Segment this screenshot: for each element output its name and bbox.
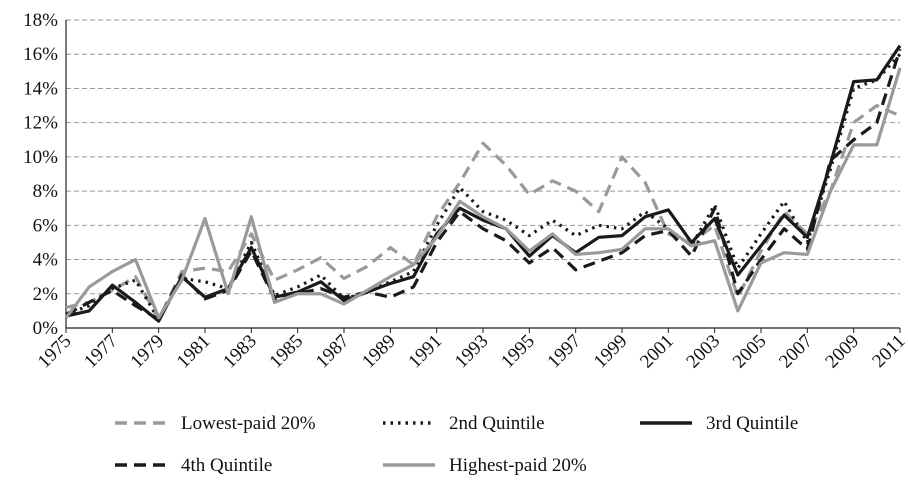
y-tick-label: 8% <box>33 181 59 202</box>
y-tick-label: 16% <box>23 44 58 65</box>
x-tick-label: 2009 <box>821 331 863 373</box>
legend-label: 4th Quintile <box>181 455 272 476</box>
x-tick-label: 1995 <box>497 331 539 373</box>
y-tick-label: 14% <box>23 78 58 99</box>
x-tick-label: 1989 <box>358 331 400 373</box>
x-tick-label: 2003 <box>682 331 724 373</box>
y-tick-label: 2% <box>33 284 59 305</box>
y-tick-label: 4% <box>33 250 59 271</box>
y-tick-label: 0% <box>33 318 59 339</box>
legend-label: Lowest-paid 20% <box>181 413 316 434</box>
series-line <box>64 67 902 320</box>
x-tick-label: 1983 <box>219 331 261 373</box>
x-tick-label: 2011 <box>868 331 908 372</box>
legend-label: Highest-paid 20% <box>449 455 587 476</box>
y-tick-label: 18% <box>23 10 58 31</box>
legend-label: 3rd Quintile <box>706 413 798 434</box>
y-tick-label: 6% <box>33 215 59 236</box>
x-tick-label: 2005 <box>729 331 771 373</box>
series-line <box>65 44 902 323</box>
y-tick-label: 12% <box>23 113 58 134</box>
x-tick-label: 1999 <box>590 331 632 373</box>
x-tick-label: 1993 <box>451 331 493 373</box>
legend-label: 2nd Quintile <box>449 413 545 434</box>
x-tick-label: 1985 <box>265 331 307 373</box>
x-tick-label: 1979 <box>126 331 168 373</box>
x-tick-label: 1997 <box>543 331 585 373</box>
x-tick-label: 2001 <box>636 331 678 373</box>
y-tick-label: 10% <box>23 147 58 168</box>
x-tick-label: 1977 <box>80 331 122 373</box>
x-tick-label: 1991 <box>404 331 446 373</box>
x-tick-label: 1987 <box>312 331 354 373</box>
series-line <box>65 53 902 322</box>
series-line <box>65 48 902 322</box>
x-tick-label: 2007 <box>775 331 817 373</box>
x-tick-label: 1981 <box>173 331 215 373</box>
series-line <box>65 103 901 322</box>
